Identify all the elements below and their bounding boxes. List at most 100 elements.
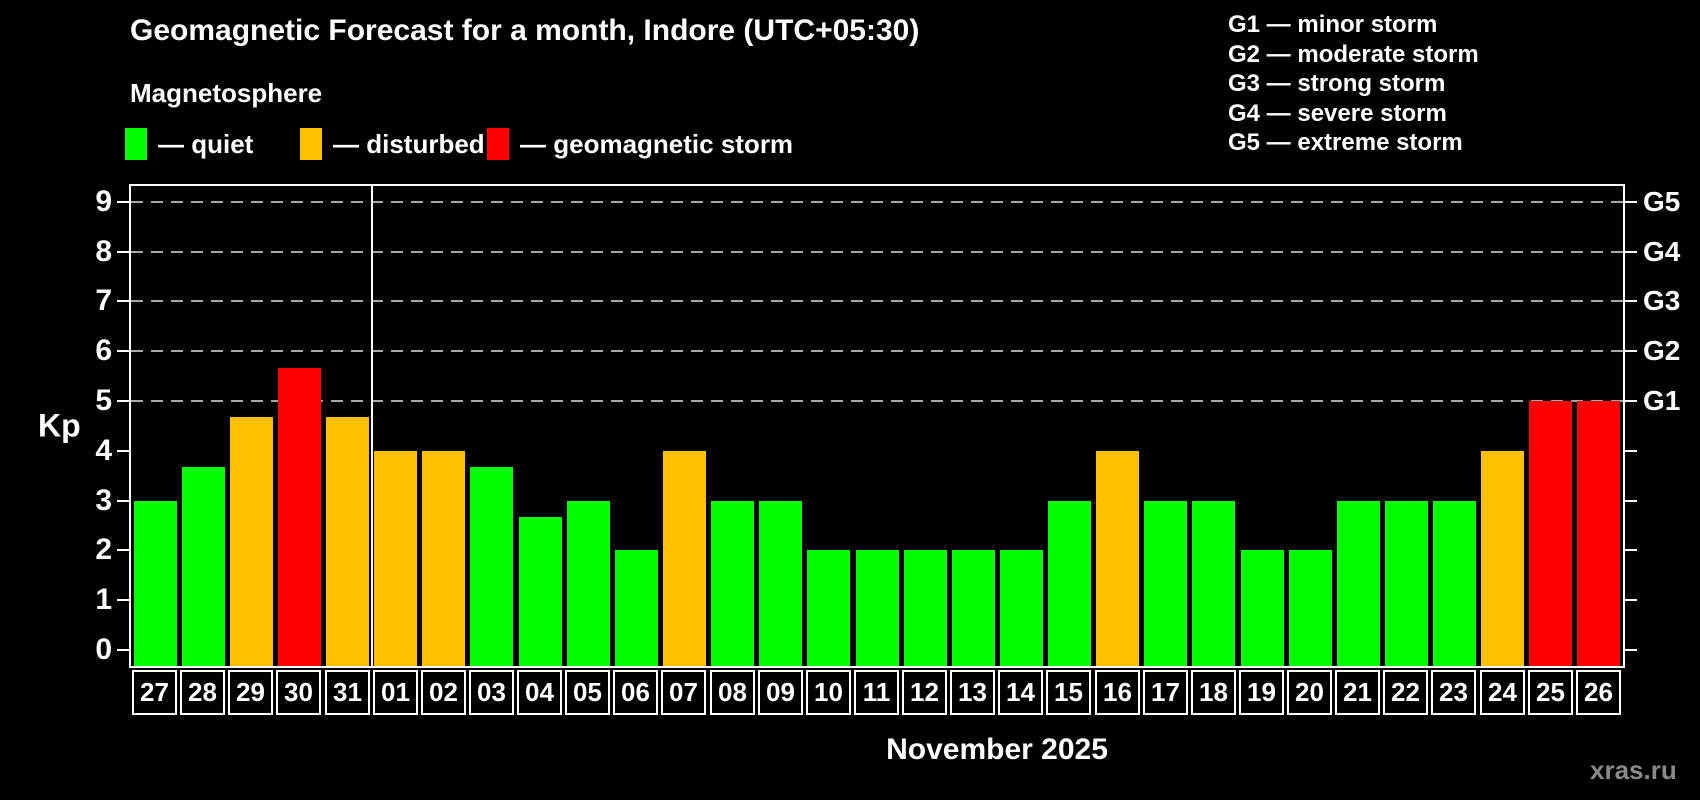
x-axis-label-box-10: 10 xyxy=(806,670,851,715)
x-axis-label-box-02: 02 xyxy=(421,670,466,715)
y-axis-tick-right-8 xyxy=(1625,251,1637,253)
x-axis-label-box-14: 14 xyxy=(998,670,1043,715)
month-separator-line xyxy=(371,186,373,666)
legend-item-quiet: — quiet xyxy=(125,128,253,160)
x-axis-label-box-21: 21 xyxy=(1335,670,1380,715)
kp-bar-09 xyxy=(759,501,802,666)
y-axis-tick-right-9 xyxy=(1625,201,1637,203)
x-axis-label-box-20: 20 xyxy=(1287,670,1332,715)
gridline-kp8 xyxy=(131,251,1623,253)
y-axis-tick-label-0: 0 xyxy=(95,633,112,666)
x-axis-label-box-16: 16 xyxy=(1095,670,1140,715)
kp-bar-21 xyxy=(1337,501,1380,666)
gridline-kp6 xyxy=(131,350,1623,352)
g-legend-line-3: G3 — strong storm xyxy=(1228,70,1446,98)
kp-bar-07 xyxy=(663,451,706,666)
kp-bar-14 xyxy=(1000,550,1043,666)
x-axis-label-box-13: 13 xyxy=(950,670,995,715)
kp-bar-10 xyxy=(807,550,850,666)
x-axis-label-box-18: 18 xyxy=(1191,670,1236,715)
y-axis-tick-right-3 xyxy=(1625,500,1637,502)
kp-bar-25 xyxy=(1529,401,1572,666)
y-axis-tick-right-0 xyxy=(1625,649,1637,651)
y-axis-tick-left-6 xyxy=(117,350,129,352)
x-axis-label-box-22: 22 xyxy=(1383,670,1428,715)
kp-bar-03 xyxy=(470,467,513,666)
y-axis-tick-left-3 xyxy=(117,500,129,502)
right-axis-label-G4: G4 xyxy=(1643,236,1681,267)
plot-area xyxy=(129,184,1625,668)
kp-bar-27 xyxy=(134,501,177,666)
legend-item-storm: — geomagnetic storm xyxy=(487,128,793,160)
x-axis-label-box-08: 08 xyxy=(710,670,755,715)
kp-bar-02 xyxy=(422,451,465,666)
kp-bar-05 xyxy=(567,501,610,666)
g-legend-line-1: G1 — minor storm xyxy=(1228,11,1438,38)
kp-bar-22 xyxy=(1385,501,1428,666)
x-axis-month-label: November 2025 xyxy=(886,733,1108,766)
legend-swatch-disturbed-icon xyxy=(300,128,322,160)
x-axis-label-box-17: 17 xyxy=(1143,670,1188,715)
y-axis-tick-left-0 xyxy=(117,649,129,651)
y-axis-tick-right-6 xyxy=(1625,350,1637,352)
y-axis-tick-left-4 xyxy=(117,450,129,452)
x-axis-label-box-11: 11 xyxy=(854,670,899,715)
x-axis-label-box-31: 31 xyxy=(325,670,370,715)
x-axis-label-box-12: 12 xyxy=(902,670,947,715)
kp-bar-17 xyxy=(1144,501,1187,666)
x-axis-label-box-06: 06 xyxy=(613,670,658,715)
x-axis-label-box-04: 04 xyxy=(517,670,562,715)
y-axis-tick-left-2 xyxy=(117,549,129,551)
y-axis-title: Kp xyxy=(38,407,81,444)
kp-bar-26 xyxy=(1577,401,1620,666)
x-axis-label-box-29: 29 xyxy=(228,670,273,715)
page-title: Geomagnetic Forecast for a month, Indore… xyxy=(130,14,920,47)
y-axis-tick-label-6: 6 xyxy=(95,334,112,367)
legend-swatch-storm-icon xyxy=(487,128,509,160)
y-axis-tick-label-5: 5 xyxy=(95,384,112,417)
kp-bar-29 xyxy=(230,417,273,666)
watermark: xras.ru xyxy=(1590,755,1677,785)
x-axis-label-box-28: 28 xyxy=(180,670,225,715)
kp-bar-08 xyxy=(711,501,754,666)
kp-bar-18 xyxy=(1192,501,1235,666)
gridline-kp7 xyxy=(131,300,1623,302)
x-axis-label-box-23: 23 xyxy=(1431,670,1476,715)
kp-bar-16 xyxy=(1096,451,1139,666)
y-axis-tick-label-8: 8 xyxy=(95,235,112,268)
kp-bar-15 xyxy=(1048,501,1091,666)
y-axis-tick-left-9 xyxy=(117,201,129,203)
y-axis-tick-right-5 xyxy=(1625,400,1637,402)
y-axis-tick-label-9: 9 xyxy=(95,185,112,218)
chart-subtitle: Magnetosphere xyxy=(130,78,323,108)
x-axis-label-box-05: 05 xyxy=(565,670,610,715)
y-axis-tick-left-5 xyxy=(117,400,129,402)
legend-label-storm: — geomagnetic storm xyxy=(520,128,794,159)
x-axis-label-box-25: 25 xyxy=(1528,670,1573,715)
kp-bar-04 xyxy=(519,517,562,666)
x-axis-label-box-01: 01 xyxy=(373,670,418,715)
right-axis-label-G3: G3 xyxy=(1643,285,1681,316)
y-axis-tick-right-1 xyxy=(1625,599,1637,601)
kp-bar-28 xyxy=(182,467,225,666)
legend-label-quiet: — quiet xyxy=(158,128,254,159)
y-axis-tick-left-1 xyxy=(117,599,129,601)
y-axis-tick-right-4 xyxy=(1625,450,1637,452)
kp-bar-24 xyxy=(1481,451,1524,666)
kp-bar-06 xyxy=(615,550,658,666)
y-axis-tick-left-8 xyxy=(117,251,129,253)
x-axis-label-box-09: 09 xyxy=(758,670,803,715)
gridline-kp9 xyxy=(131,201,1623,203)
x-axis-label-box-07: 07 xyxy=(661,670,706,715)
right-axis-label-G5: G5 xyxy=(1643,186,1681,217)
kp-bar-30 xyxy=(278,368,321,666)
y-axis-tick-right-2 xyxy=(1625,549,1637,551)
kp-bar-01 xyxy=(374,451,417,666)
x-axis-label-box-30: 30 xyxy=(276,670,321,715)
x-axis-label-box-24: 24 xyxy=(1480,670,1525,715)
y-axis-tick-left-7 xyxy=(117,300,129,302)
kp-bar-23 xyxy=(1433,501,1476,666)
gridline-kp5 xyxy=(131,400,1623,402)
kp-bar-12 xyxy=(904,550,947,666)
